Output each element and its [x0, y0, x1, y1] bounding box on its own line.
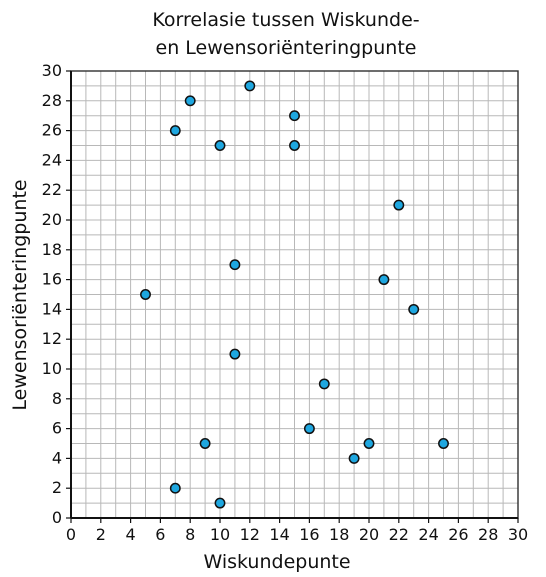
scatter-point	[169, 482, 181, 494]
x-tick-label: 2	[96, 525, 106, 544]
chart-title-line-2: en Lewensoriënteringpunte	[156, 37, 417, 59]
y-tick-label: 22	[42, 180, 62, 199]
x-tick-label: 8	[185, 525, 195, 544]
scatter-point	[229, 348, 241, 360]
y-tick-label: 18	[42, 240, 62, 259]
scatter-point	[244, 80, 256, 92]
x-tick-label: 10	[210, 525, 230, 544]
y-tick-label: 2	[52, 478, 62, 497]
y-axis-label: Lewensoriënteringpunte	[9, 179, 31, 410]
x-tick-label: 0	[66, 525, 76, 544]
y-tick-label: 6	[52, 419, 62, 438]
x-tick-label: 22	[389, 525, 409, 544]
scatter-point	[199, 438, 211, 449]
tick-labels: 0 2 4 6 8 10 12 14 16 18 20 22 24 26 28 300246810121416…	[42, 61, 529, 544]
x-tick-label: 16	[299, 525, 319, 544]
x-tick-label: 20	[359, 525, 379, 544]
x-tick-label: 30	[508, 525, 528, 544]
scatter-point	[363, 438, 375, 449]
data-points	[140, 80, 449, 509]
scatter-point	[303, 423, 315, 435]
y-tick-label: 20	[42, 210, 62, 229]
scatter-point	[184, 95, 196, 107]
scatter-point	[140, 289, 151, 300]
scatter-point	[438, 438, 449, 449]
scatter-point	[289, 110, 300, 122]
axis-layer	[66, 70, 519, 523]
x-tick-label: 26	[448, 525, 468, 544]
scatter-point	[408, 303, 420, 315]
scatter-point	[169, 125, 181, 137]
y-tick-label: 16	[42, 270, 62, 289]
grid-layer	[71, 71, 518, 518]
chart-title-line-1: Korrelasie tussen Wiskunde-	[152, 9, 419, 31]
y-tick-label: 4	[52, 448, 62, 467]
y-tick-label: 8	[52, 389, 62, 408]
y-tick-label: 14	[42, 299, 62, 318]
scatter-point	[214, 497, 226, 509]
y-tick-label: 24	[42, 150, 62, 169]
x-tick-label: 24	[418, 525, 438, 544]
y-tick-label: 0	[52, 508, 62, 527]
scatter-point	[289, 140, 300, 151]
x-tick-label: 18	[329, 525, 349, 544]
y-tick-label: 10	[42, 359, 62, 378]
x-axis-label: Wiskundepunte	[203, 551, 350, 573]
x-tick-label: 12	[240, 525, 260, 544]
x-tick-label: 6	[155, 525, 165, 544]
scatter-point	[214, 140, 226, 151]
x-tick-label: 14	[269, 525, 289, 544]
y-tick-label: 26	[42, 121, 62, 140]
scatter-point	[229, 259, 241, 271]
scatter-point	[393, 199, 405, 211]
scatter-point	[378, 274, 390, 286]
y-tick-label: 30	[42, 61, 62, 80]
y-tick-label: 28	[42, 91, 62, 110]
x-tick-label: 28	[478, 525, 498, 544]
y-tick-label: 12	[42, 329, 62, 348]
scatter-point	[348, 452, 360, 464]
scatter-point	[318, 378, 330, 390]
x-tick-label: 4	[126, 525, 136, 544]
